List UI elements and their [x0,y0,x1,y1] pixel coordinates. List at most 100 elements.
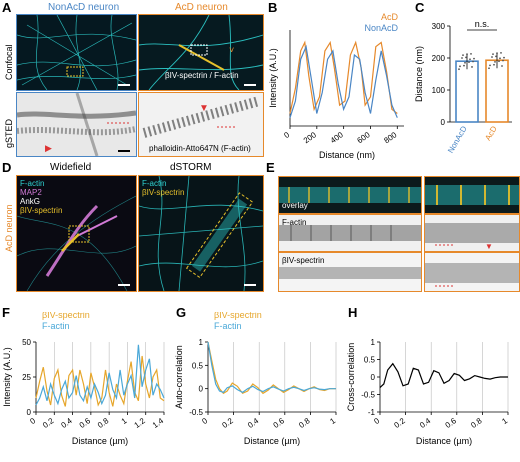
data-point [493,63,495,66]
sted-caption: phalloidin-Atto647N (F-actin) [149,144,251,153]
y-tick-label: -1 [368,408,376,417]
x-axis-label: Distance (µm) [416,436,472,446]
chart-h: 0 0.2 0.4 0.6 0.8 1 -1 -0.5 0 0.5 1 Distance (µm) Cr… [346,338,510,446]
widefield-legend: F-actin MAP2 AnkG βIV-spectrin [20,179,62,215]
data-point [462,54,464,57]
data-point [496,52,498,55]
data-point [492,53,494,56]
e-overlay-long: overlay [278,176,422,214]
e-spectrin-label: βIV-spectrin [282,256,325,265]
y-axis-label: Cross-correlation [346,343,356,412]
data-point [466,53,468,56]
x-tick-label: 800 [382,130,399,145]
x-tick-label: 0.4 [418,416,433,430]
panel-d-side-label: AcD neuron [4,204,14,252]
y-tick-label: 0.5 [192,361,204,370]
data-point [458,68,460,71]
x-tick-label: 0.2 [392,416,407,430]
panel-label-a: A [2,0,12,15]
data-point [488,67,490,70]
panel-label-d: D [2,160,12,175]
data-point [503,56,505,59]
category-label: AcD [483,124,498,142]
legend-entry: F-actin [42,321,70,331]
x-tick-label: 0.8 [96,416,111,430]
series-line [379,362,508,388]
gsted-nonacd-image: ▶ [16,92,137,157]
panel-a-row1-label: Confocal [4,44,14,80]
x-tick-label: 0.6 [272,416,287,430]
data-point [472,60,474,63]
e-factin-long-texture [279,225,421,241]
legend-ankg: AnkG [20,197,41,206]
chart-b: 0 200 400 600 800 Distance (nm) Intensity (A.U… [268,12,404,160]
data-point [468,61,470,64]
y-axis-label: Auto-correlation [174,345,184,409]
e-factin-zoom-texture: ▼ [425,223,519,251]
y-tick-label: 1 [371,338,376,347]
series-line [35,344,165,406]
bar [485,59,509,123]
data-point [502,59,504,62]
gsted-acd-image: ▼ phalloidin-Atto647N (F-actin) [138,92,264,157]
y-tick-label: 1 [199,338,204,347]
panel-label-b: B [268,0,278,15]
legend-map2: MAP2 [20,188,42,197]
y-tick-label: -0.5 [361,391,375,400]
y-axis-label: Distance (nm) [414,46,424,102]
data-point [463,64,465,67]
scale-bar [118,150,130,152]
panel-label-c: C [415,0,425,15]
svg-text:▼: ▼ [485,242,493,251]
e-factin-label: F-actin [282,218,307,227]
data-point [500,51,502,54]
panel-a-col1-title: NonAcD neuron [48,2,120,13]
data-point [459,65,461,68]
x-tick-label: 0 [28,416,37,426]
data-point [499,57,501,60]
panel-a-col2-title: AcD neuron [175,2,228,13]
gsted-acd-texture: ▼ [142,96,261,138]
x-tick-label: 600 [356,130,373,145]
legend-entry: NonAcD [364,23,398,33]
panel-label-f: F [2,305,10,320]
x-tick-label: 0.4 [246,416,261,430]
data-point [471,66,473,68]
y-tick-label: 200 [432,54,446,63]
widefield-texture [17,195,136,291]
series-line [35,355,165,407]
x-tick-label: 1 [120,416,129,426]
e-overlay-zoom [424,176,520,214]
series-line [289,44,398,118]
scale-bar [244,284,256,286]
legend-biv-spectrin: βIV-spectrin [20,206,63,215]
legend-f-actin: F-actin [142,179,167,188]
legend-biv-spectrin: βIV-spectrin [142,188,185,197]
x-tick-label: 0 [200,416,209,426]
y-tick-label: 50 [22,338,31,347]
y-tick-label: 0 [27,408,32,417]
y-tick-label: 25 [22,373,31,382]
e-overlay-long-texture [279,187,421,203]
confocal-acd-image: ˅ βIV-spectrin / F-actin [138,14,264,91]
y-tick-label: 0 [371,373,376,382]
x-tick-label: 0.6 [78,416,93,430]
data-point [465,56,467,59]
dstorm-texture [139,176,263,291]
e-factin-long: F-actin [278,214,422,252]
data-point [470,52,472,55]
x-tick-label: 1 [500,416,509,426]
x-axis-label: Distance (nm) [319,150,375,160]
svg-text:▶: ▶ [45,143,52,153]
scale-bar [118,284,130,286]
x-tick-label: 0.2 [220,416,235,430]
data-point [494,60,496,63]
data-point [469,58,471,61]
x-tick-label: 400 [329,130,346,145]
data-point [495,55,497,58]
x-tick-label: 0 [372,416,381,426]
confocal-nonacd-texture [17,15,136,90]
data-point [498,60,500,63]
y-tick-label: 0 [199,385,204,394]
panel-a-row2-label: gSTED [4,118,14,148]
